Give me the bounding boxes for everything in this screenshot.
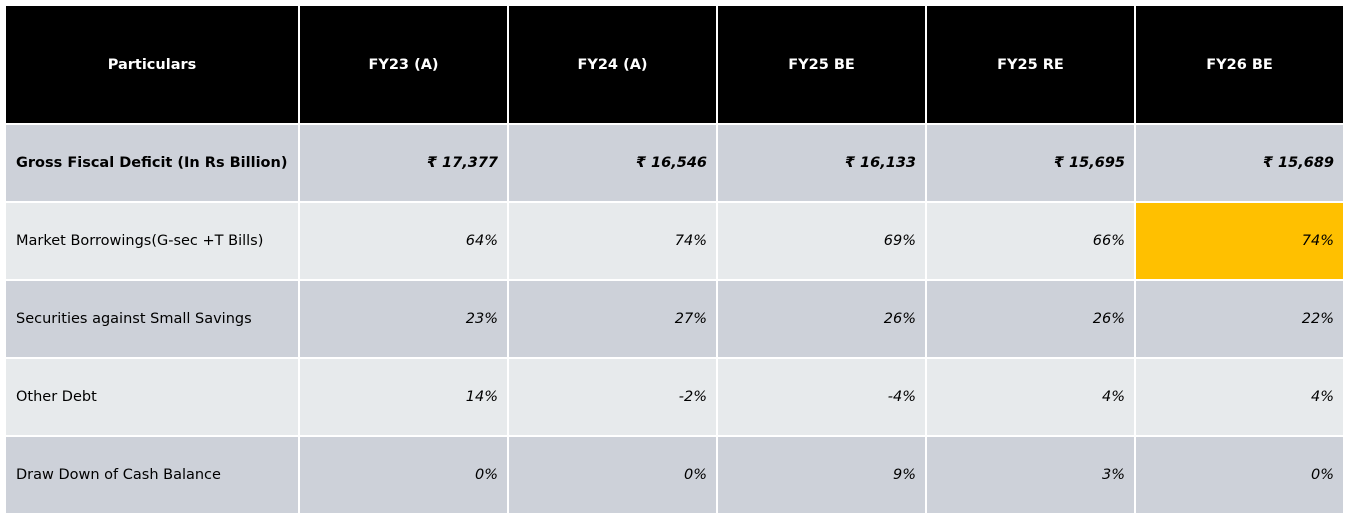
table-cell: 27% — [507, 279, 718, 359]
table-cell: 9% — [716, 435, 927, 515]
table-cell: 23% — [298, 279, 509, 359]
fiscal-deficit-table: Particulars FY23 (A) FY24 (A) FY25 BE FY… — [4, 4, 1345, 515]
table-cell: 22% — [1134, 279, 1345, 359]
table-cell: ₹ 15,695 — [925, 123, 1136, 203]
table-cell: 4% — [1134, 357, 1345, 437]
row-label: Market Borrowings(G-sec +T Bills) — [4, 201, 300, 281]
table-row: Other Debt 14% -2% -4% 4% 4% — [4, 357, 1345, 437]
row-label: Gross Fiscal Deficit (In Rs Billion) — [4, 123, 300, 203]
header-particulars: Particulars — [4, 4, 300, 125]
table-cell: ₹ 16,546 — [507, 123, 718, 203]
table-cell: 66% — [925, 201, 1136, 281]
table-cell: 74% — [507, 201, 718, 281]
header-fy23-a: FY23 (A) — [298, 4, 509, 125]
table-cell: -2% — [507, 357, 718, 437]
row-label: Draw Down of Cash Balance — [4, 435, 300, 515]
table-cell: 3% — [925, 435, 1136, 515]
table-cell: 26% — [716, 279, 927, 359]
row-label: Securities against Small Savings — [4, 279, 300, 359]
table-row: Gross Fiscal Deficit (In Rs Billion) ₹ 1… — [4, 123, 1345, 203]
highlighted-cell: 74% — [1134, 201, 1345, 281]
header-fy26-be: FY26 BE — [1134, 4, 1345, 125]
table-cell: 4% — [925, 357, 1136, 437]
row-label: Other Debt — [4, 357, 300, 437]
table-cell: 26% — [925, 279, 1136, 359]
header-fy24-a: FY24 (A) — [507, 4, 718, 125]
header-fy25-re: FY25 RE — [925, 4, 1136, 125]
header-fy25-be: FY25 BE — [716, 4, 927, 125]
table-cell: 14% — [298, 357, 509, 437]
table-row: Securities against Small Savings 23% 27%… — [4, 279, 1345, 359]
table-cell: ₹ 17,377 — [298, 123, 509, 203]
table-cell: 69% — [716, 201, 927, 281]
table-row: Market Borrowings(G-sec +T Bills) 64% 74… — [4, 201, 1345, 281]
table-cell: 0% — [507, 435, 718, 515]
table-cell: ₹ 15,689 — [1134, 123, 1345, 203]
table-cell: ₹ 16,133 — [716, 123, 927, 203]
table-row: Draw Down of Cash Balance 0% 0% 9% 3% 0% — [4, 435, 1345, 515]
table-cell: 0% — [1134, 435, 1345, 515]
table-cell: 64% — [298, 201, 509, 281]
table-cell: 0% — [298, 435, 509, 515]
table-cell: -4% — [716, 357, 927, 437]
header-row: Particulars FY23 (A) FY24 (A) FY25 BE FY… — [4, 4, 1345, 125]
